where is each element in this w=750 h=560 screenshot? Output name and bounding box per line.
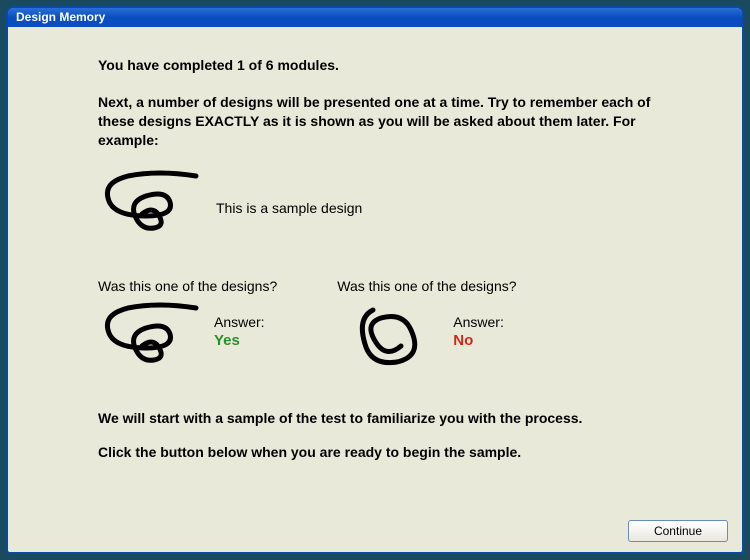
- instructions-text: Next, a number of designs will be presen…: [98, 93, 658, 150]
- answer-block-yes: Answer: Yes: [214, 300, 265, 349]
- sample-design-row: This is a sample design: [98, 168, 682, 248]
- answer-row-no: Answer: No: [337, 300, 516, 380]
- examples-row: Was this one of the designs? Answer: Yes…: [98, 278, 682, 380]
- design-no-icon: [337, 300, 447, 380]
- question-text-left: Was this one of the designs?: [98, 278, 277, 294]
- question-text-right: Was this one of the designs?: [337, 278, 516, 294]
- click-prompt-text: Click the button below when you are read…: [98, 444, 682, 460]
- answer-value-no: No: [453, 332, 504, 349]
- sample-design-icon: [98, 168, 208, 248]
- continue-button[interactable]: Continue: [628, 520, 728, 542]
- progress-text: You have completed 1 of 6 modules.: [98, 57, 682, 73]
- design-yes-icon: [98, 300, 208, 380]
- answer-block-no: Answer: No: [453, 300, 504, 349]
- content-area: You have completed 1 of 6 modules. Next,…: [8, 27, 742, 552]
- answer-label-yes: Answer:: [214, 314, 265, 330]
- window-titlebar: Design Memory: [8, 8, 742, 27]
- example-yes-column: Was this one of the designs? Answer: Yes: [98, 278, 277, 380]
- page-background: Design Memory You have completed 1 of 6 …: [0, 0, 750, 560]
- answer-label-no: Answer:: [453, 314, 504, 330]
- example-no-column: Was this one of the designs? Answer: No: [337, 278, 516, 380]
- answer-value-yes: Yes: [214, 332, 265, 349]
- app-window: Design Memory You have completed 1 of 6 …: [6, 6, 744, 554]
- button-row: Continue: [628, 520, 728, 542]
- answer-row-yes: Answer: Yes: [98, 300, 277, 380]
- window-title: Design Memory: [16, 10, 105, 24]
- sample-design-label: This is a sample design: [216, 200, 362, 216]
- familiarize-text: We will start with a sample of the test …: [98, 410, 682, 426]
